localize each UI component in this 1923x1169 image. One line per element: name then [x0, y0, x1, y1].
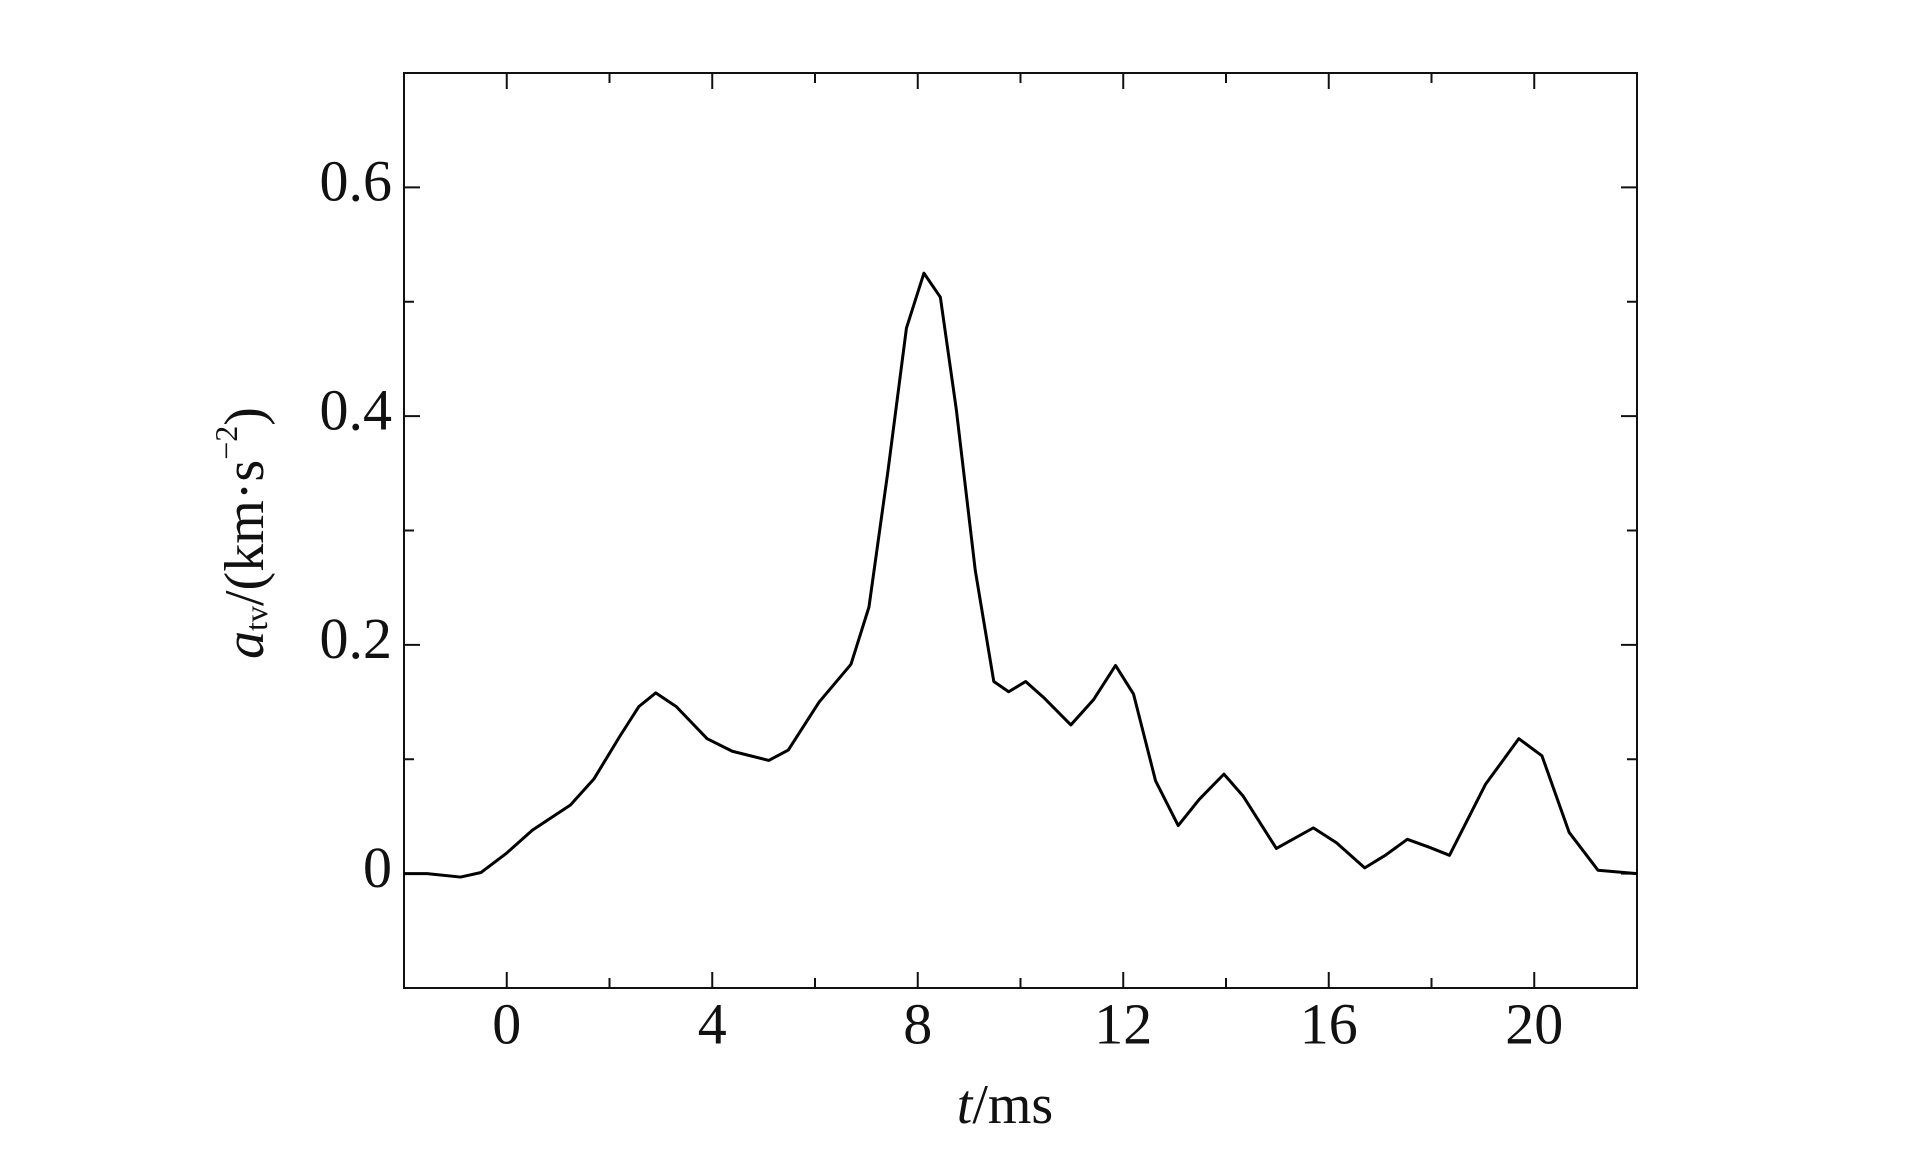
data-line	[404, 271, 1638, 879]
x-label-symbol: t	[957, 1074, 974, 1136]
y-label-subscript: tv	[238, 606, 274, 631]
x-tick-label: 8	[903, 991, 932, 1056]
x-tick-label: 12	[1094, 991, 1152, 1056]
y-label-unit: /(km·s	[214, 460, 276, 606]
x-axis-label: t/ms	[957, 1074, 1053, 1136]
x-tick-label: 20	[1505, 991, 1563, 1056]
y-tick-label: 0.2	[320, 606, 393, 671]
y-label-close: )	[214, 407, 276, 426]
x-label-unit: /ms	[972, 1074, 1053, 1136]
y-tick-label: 0.6	[320, 149, 393, 214]
y-tick-label: 0.4	[320, 377, 393, 442]
y-label-symbol: a	[214, 631, 276, 659]
y-axis-label: atv/(km·s−2)	[208, 407, 276, 659]
y-tick-label: 0	[363, 835, 392, 900]
x-tick-label: 16	[1300, 991, 1358, 1056]
x-tick-label: 0	[492, 991, 521, 1056]
y-label-superscript: −2	[208, 426, 244, 460]
x-tick-label: 4	[698, 991, 727, 1056]
